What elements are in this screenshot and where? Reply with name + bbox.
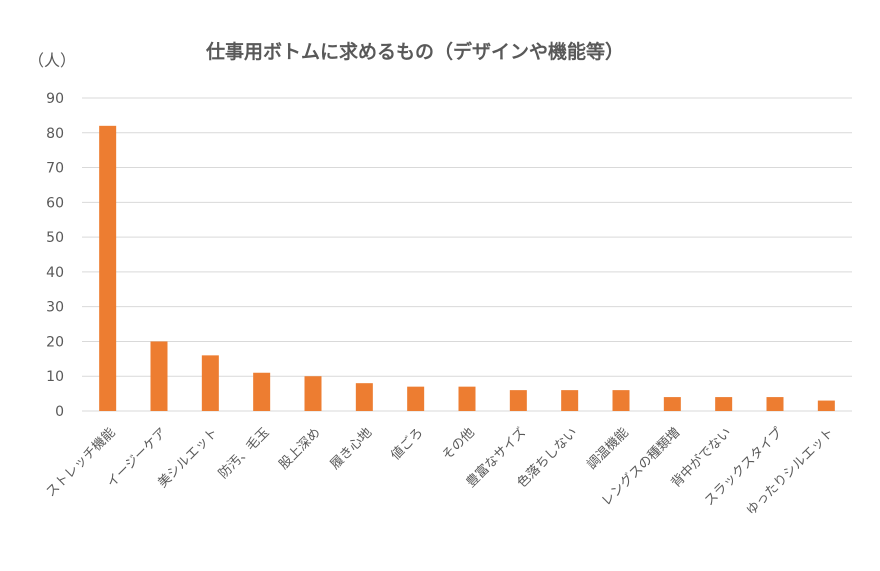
y-tick-label: 90 — [46, 91, 64, 107]
bar — [150, 341, 168, 411]
bar — [304, 376, 322, 411]
bar — [715, 397, 733, 411]
y-tick-label: 80 — [46, 126, 64, 142]
y-tick-label: 20 — [46, 334, 64, 350]
bar — [817, 400, 835, 411]
bar — [201, 355, 219, 411]
bar — [612, 390, 630, 411]
y-tick-label: 60 — [46, 195, 64, 211]
y-tick-label: 50 — [46, 230, 64, 246]
y-tick-label: 70 — [46, 161, 64, 177]
y-axis-unit-label: （人） — [28, 51, 76, 70]
bars — [99, 125, 835, 412]
y-axis-tick-labels: 0 10 20 30 40 50 60 70 80 90 — [46, 91, 64, 420]
chart-title: 仕事用ボトムに求めるもの（デザインや機能等） — [205, 40, 624, 63]
x-tick-label: 調温機能 — [584, 425, 631, 472]
bar — [766, 397, 784, 411]
bar — [99, 125, 117, 412]
x-tick-label: 値ごろ — [388, 425, 427, 464]
bar — [458, 386, 476, 411]
x-tick-label: 履き心地 — [328, 425, 375, 472]
x-tick-label: 防汚、毛玉 — [215, 425, 272, 482]
y-tick-label: 30 — [46, 300, 64, 316]
bar — [355, 383, 373, 411]
bar — [509, 390, 527, 411]
y-tick-label: 0 — [55, 404, 64, 420]
x-tick-label: ゆったりシルエット — [744, 425, 837, 518]
x-tick-label: ストレッチ機能 — [44, 425, 119, 500]
x-tick-label: 股上深め — [276, 425, 323, 472]
bar — [407, 386, 425, 411]
bar — [561, 390, 579, 411]
bar — [663, 397, 681, 411]
x-tick-label: その他 — [440, 425, 478, 463]
y-tick-label: 10 — [46, 369, 64, 385]
bar — [253, 372, 271, 411]
y-tick-label: 40 — [46, 265, 64, 281]
gridlines — [82, 97, 852, 412]
